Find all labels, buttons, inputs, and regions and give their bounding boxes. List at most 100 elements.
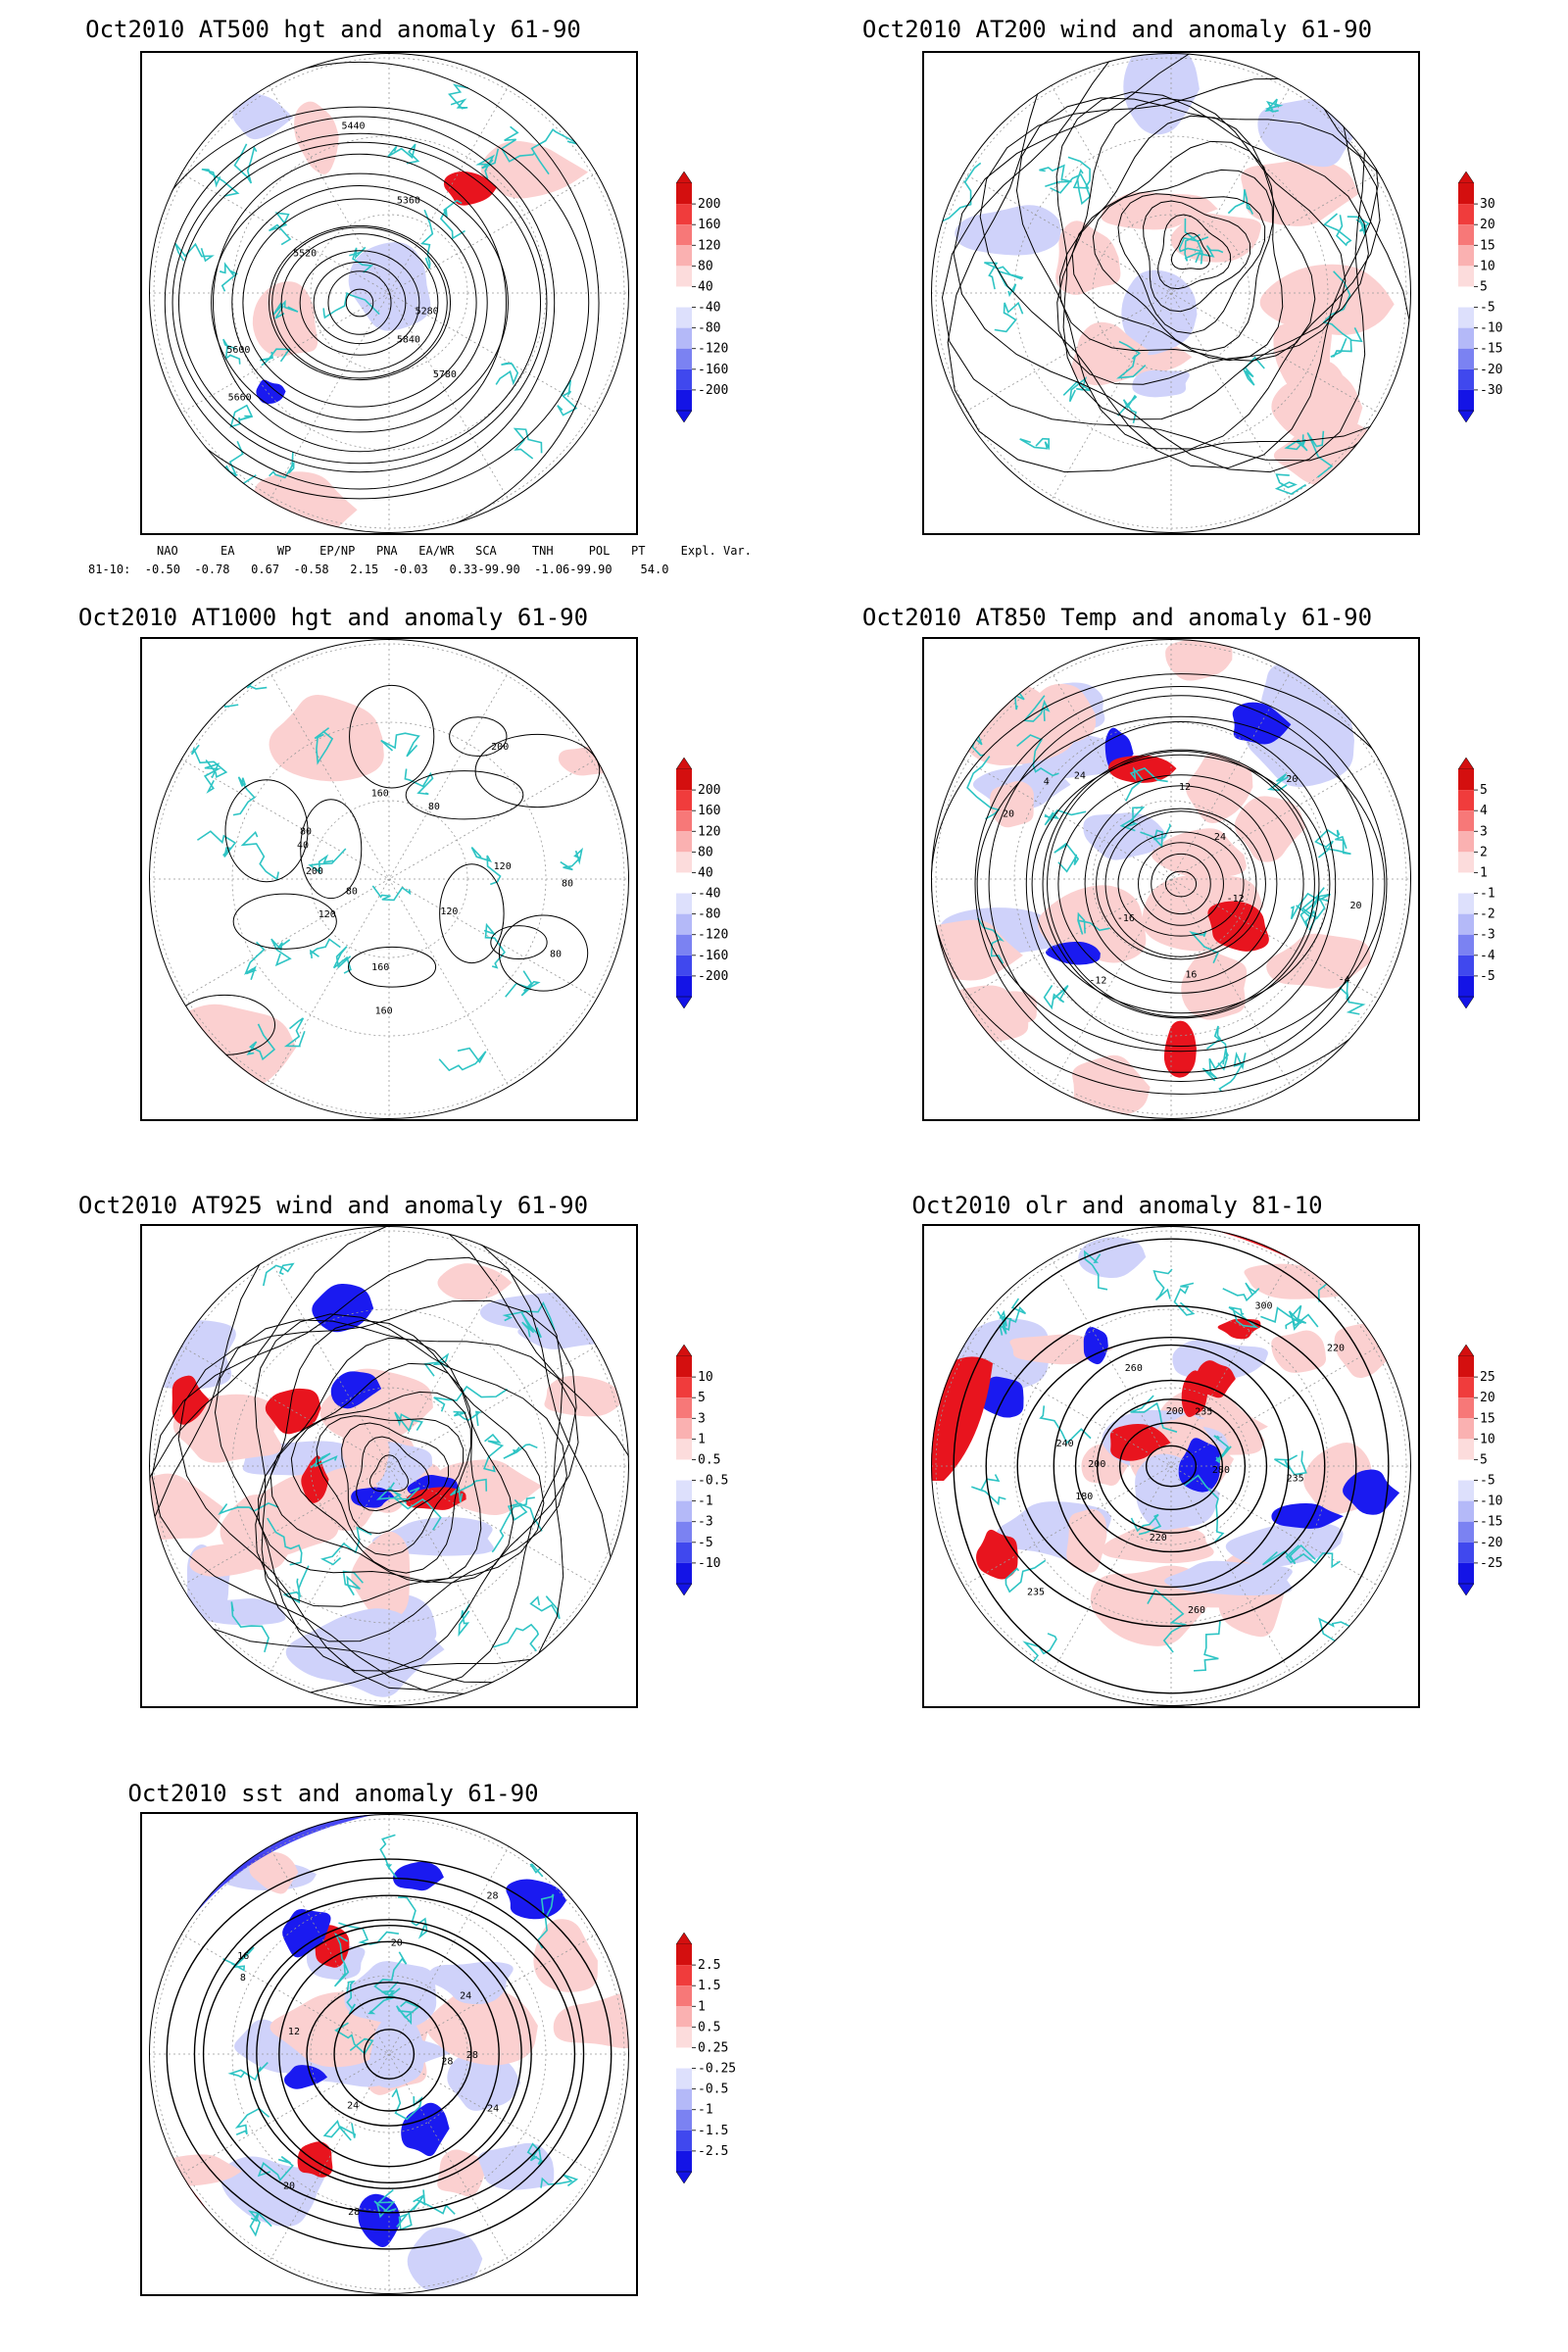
colorbar-segment (1458, 245, 1474, 267)
contour-line (299, 250, 420, 356)
polar-map: -12 -4 16 -12 -16 20 24 4 12 20 24 20 (922, 637, 1420, 1121)
coastline (234, 2107, 270, 2136)
coastline (269, 212, 292, 246)
anomaly-shade (480, 140, 589, 199)
coastline (1039, 164, 1072, 188)
anomaly-shade (1101, 191, 1218, 230)
meridian (180, 1934, 598, 2175)
contour-label: 8 (240, 1973, 246, 1984)
meridian (269, 1845, 510, 2263)
contour-line (333, 1996, 445, 2112)
anomaly-shade (979, 991, 1037, 1024)
colorbar-segment (676, 245, 692, 267)
contour-label: 20 (1286, 774, 1298, 785)
contour-line (449, 716, 508, 757)
anomaly-shade (1241, 159, 1359, 226)
coastline (218, 1502, 279, 1515)
anomaly-shade (1123, 53, 1200, 135)
map-svg: 280 260 220 235 180 200 240 260 200 300 235 220 235 (931, 1226, 1411, 1706)
coastline (207, 689, 239, 709)
contour-label: 5660 (228, 393, 252, 404)
map-svg: -12 -4 16 -12 -16 20 24 4 12 20 24 20 (931, 639, 1411, 1119)
map-disk: 280 260 220 235 180 200 240 260 200 300 235 220 235 (931, 1226, 1411, 1706)
colorbar-label: 80 (698, 845, 713, 859)
meridian (269, 1257, 510, 1675)
coastline (1173, 1282, 1196, 1316)
coastline (396, 2000, 420, 2026)
colorbar-label: -120 (698, 342, 728, 357)
coastline (1262, 1544, 1316, 1566)
colorbar-segment (676, 266, 692, 287)
coastline (1322, 270, 1352, 341)
colorbar-segment (676, 934, 692, 956)
colorbar-segment (676, 1439, 692, 1460)
coastline (371, 885, 412, 902)
coastline (1306, 430, 1334, 478)
colorbar-segment (676, 368, 692, 390)
coastline (1205, 1025, 1228, 1071)
contour-label: 24 (1074, 770, 1086, 781)
coastline (1119, 807, 1146, 832)
anomaly-shade (1055, 220, 1121, 295)
contour-label: 160 (371, 788, 389, 799)
coastline (260, 348, 291, 367)
colorbar: 2.5 1.5 1 0.5 0.25 -0.25 -0.5 -1 -1.5 -2.5 (675, 1932, 745, 2207)
map-svg: 5840 5780 5660 5600 5520 5440 5360 5280 (149, 53, 629, 533)
anomaly-shade (437, 2149, 485, 2197)
contour-line (498, 914, 589, 992)
streamline (953, 53, 1366, 473)
panel-at500: Oct2010 AT500 hgt and anomaly 61-90 5840… (0, 0, 752, 588)
coastline (1016, 734, 1059, 777)
coastline (1117, 394, 1138, 423)
colorbar-segment (676, 955, 692, 976)
colorbar-label: -10 (1480, 1494, 1502, 1509)
colorbar-label: -5 (1480, 1474, 1495, 1489)
contour-label: 80 (562, 879, 573, 890)
coastline (540, 2174, 579, 2188)
colorbar-label: -3 (698, 1515, 713, 1530)
contour-line (213, 153, 507, 453)
contour-line (202, 1894, 576, 2214)
panel-at850: Oct2010 AT850 Temp and anomaly 61-90 -12… (784, 588, 1568, 1176)
colorbar-label: 1 (698, 1432, 706, 1446)
anomaly-core (1232, 702, 1292, 745)
coastline (448, 83, 469, 110)
coastline (267, 1517, 303, 1566)
colorbar-segment (1458, 1542, 1474, 1563)
colorbar-label: -3 (1480, 928, 1495, 943)
anomaly-shade (553, 1992, 629, 2048)
colorbar-label: 10 (1480, 1432, 1495, 1446)
map-disk: 80 120 160 160 120 200 80 40 80 160 200 80 120 80 (149, 639, 629, 1119)
map-edge (149, 1814, 629, 2294)
contour-label: 16 (237, 1951, 249, 1962)
coastline (529, 1859, 554, 1878)
coastline (997, 270, 1023, 298)
coastline (495, 362, 519, 386)
coastline (1152, 1268, 1173, 1301)
coastline (1022, 1633, 1057, 1663)
contour-line (439, 863, 505, 964)
colorbar-label: -160 (698, 949, 728, 963)
colorbar-label: -5 (1480, 969, 1495, 984)
contour-line (1164, 870, 1198, 898)
contour-line (1031, 754, 1331, 1014)
anomaly-core (1271, 1502, 1344, 1529)
coastline (282, 1565, 310, 1604)
colorbar-cap-top (675, 1344, 693, 1357)
coastline (203, 762, 221, 794)
coastline (1227, 189, 1254, 215)
colorbar: 25 20 15 10 5 -5 -10 -15 -20 -25 (1457, 1344, 1527, 1619)
contour-line (1119, 1421, 1223, 1511)
colorbar-segment (676, 2109, 692, 2131)
anomaly-shade (955, 205, 1061, 256)
contour-line (1074, 1379, 1268, 1553)
colorbar-label: 1 (1480, 865, 1488, 880)
coastline (507, 1498, 543, 1532)
panel-at925: Oct2010 AT925 wind and anomaly 61-90 10 5… (0, 1176, 745, 1764)
colorbar-label: -10 (1480, 321, 1502, 336)
contour-line (211, 172, 509, 433)
streamline (316, 1415, 465, 1556)
coastline (1323, 213, 1352, 247)
coastline (193, 2225, 221, 2246)
anomaly-shade (1066, 1508, 1107, 1573)
